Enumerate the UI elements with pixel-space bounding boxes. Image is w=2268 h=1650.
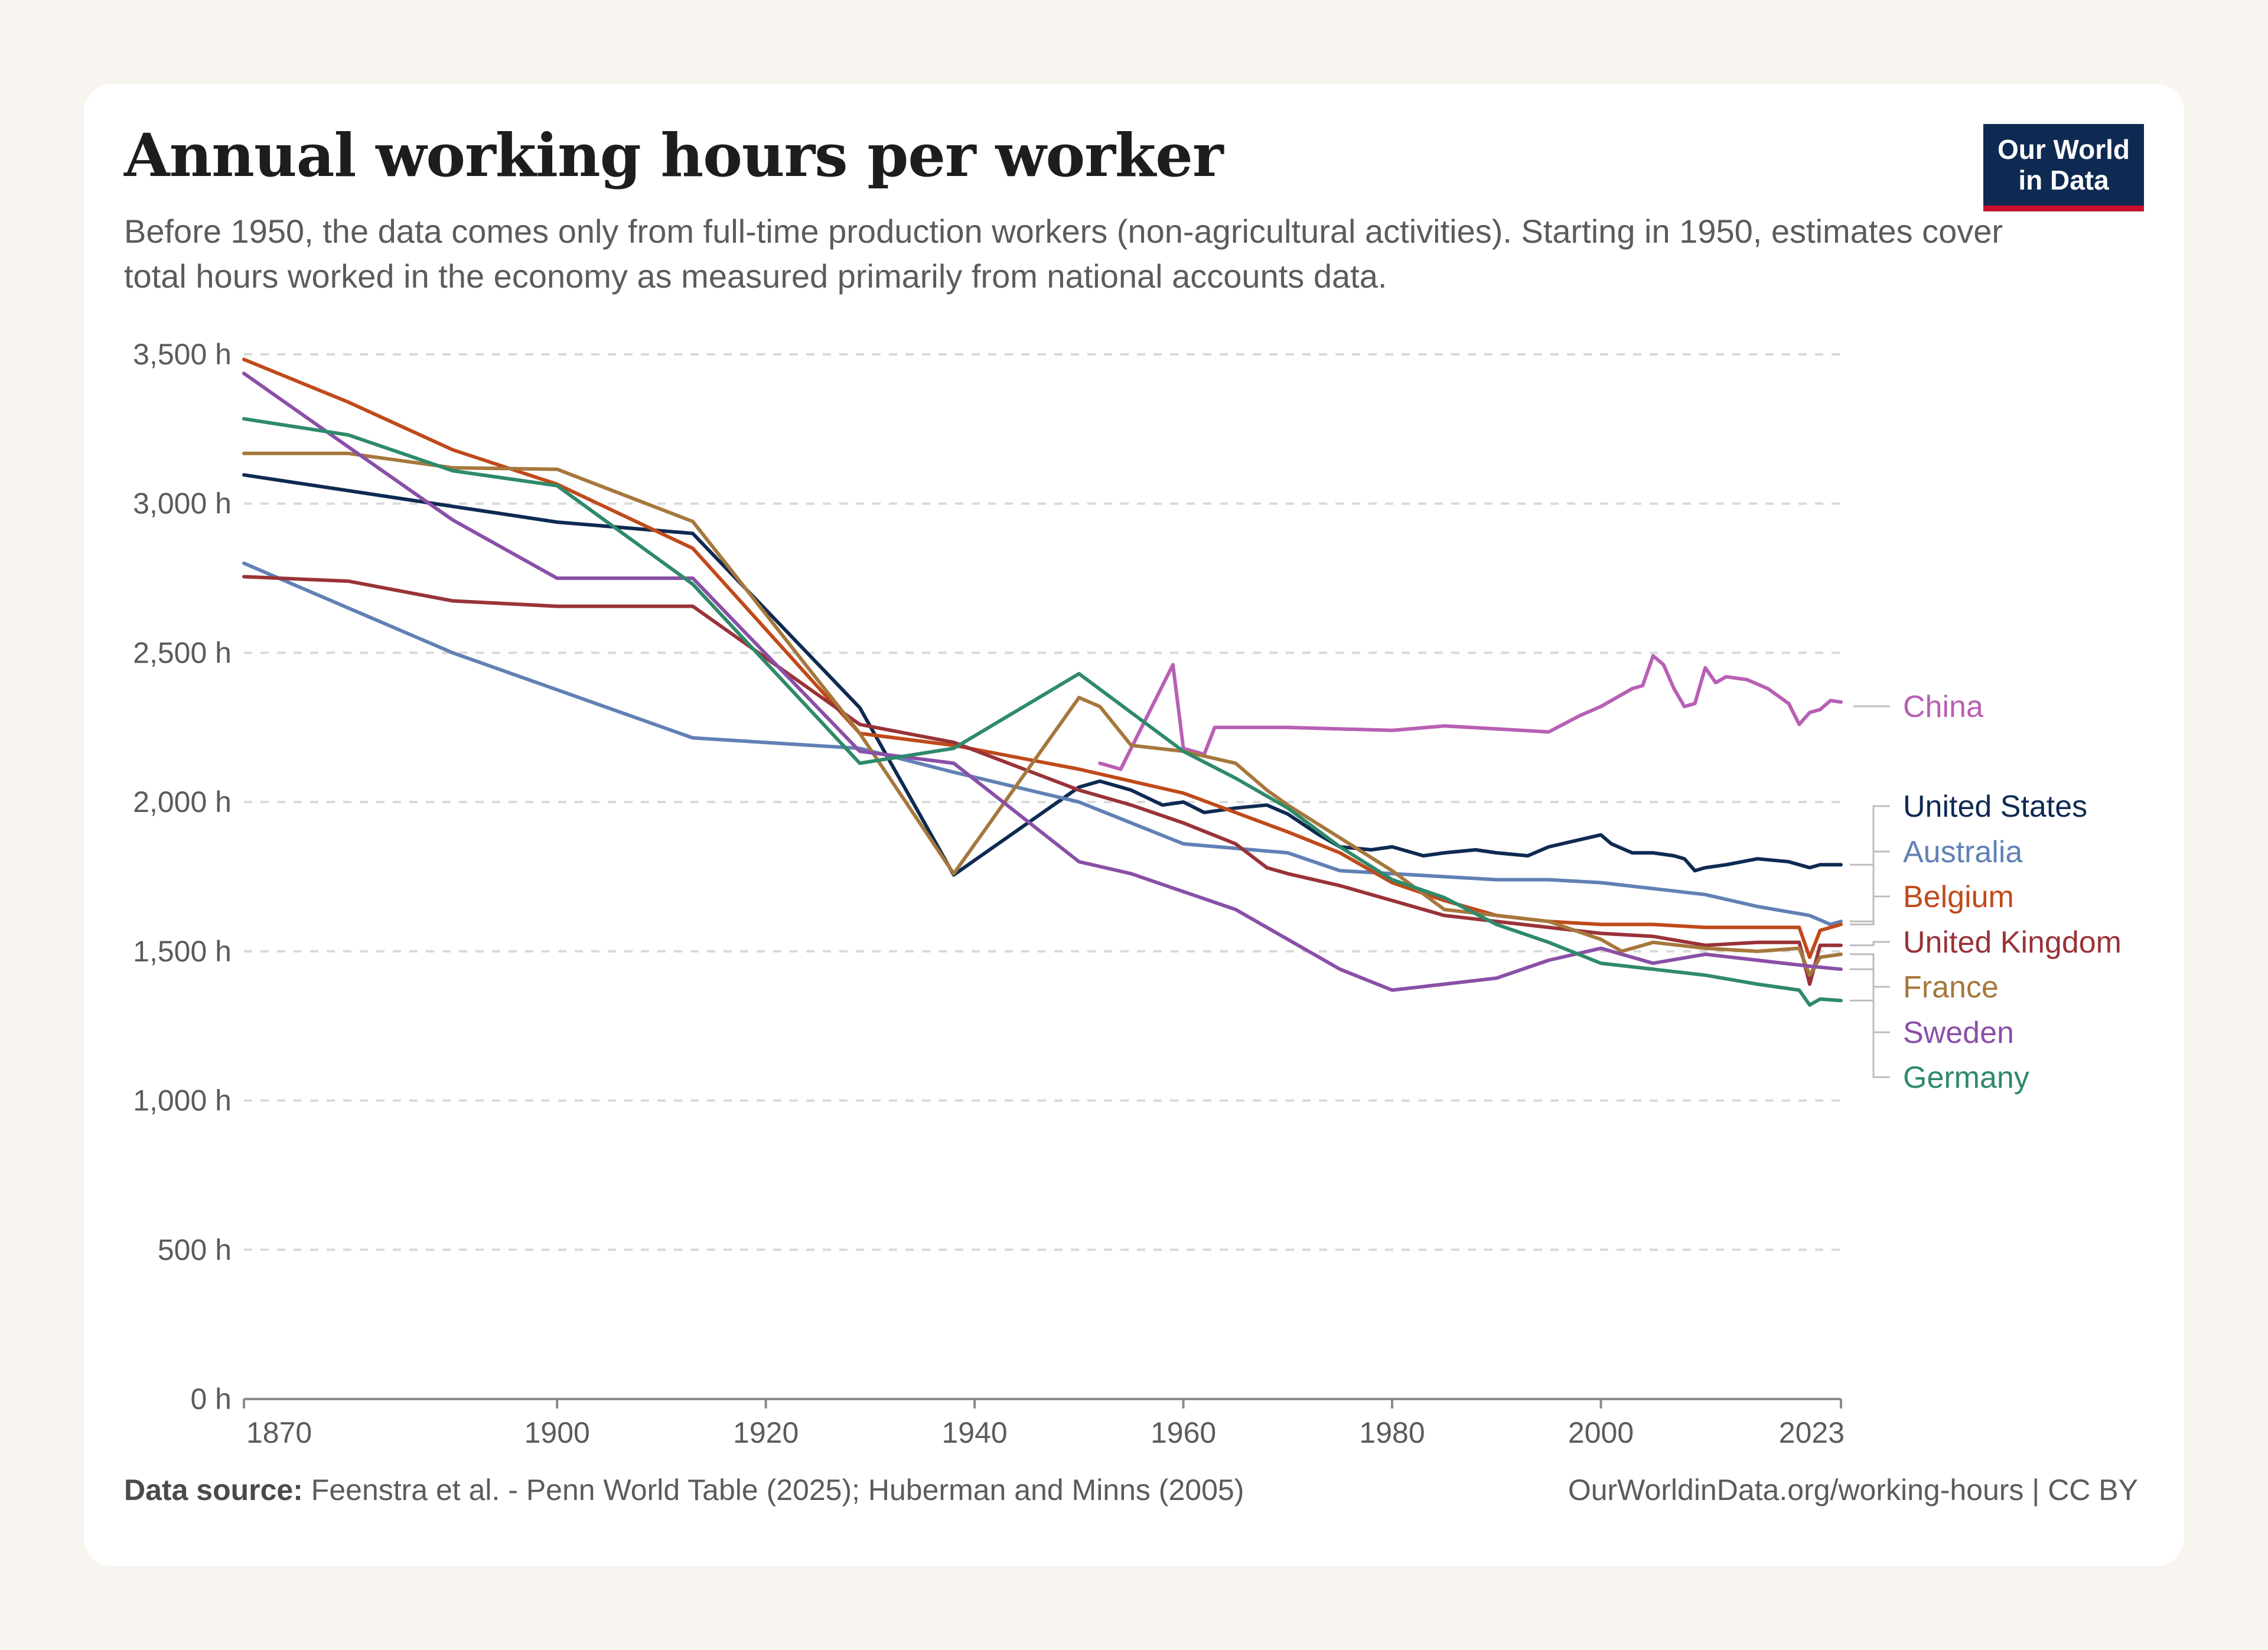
y-tick-label: 2,000 h xyxy=(133,785,232,819)
logo-line-1: Our World xyxy=(1997,134,2130,165)
chart-card: Annual working hours per worker Before 1… xyxy=(84,84,2184,1566)
data-source-text: Feenstra et al. - Penn World Table (2025… xyxy=(311,1473,1244,1506)
series-label-belgium[interactable]: Belgium xyxy=(1903,880,2014,914)
label-connector-australia xyxy=(1850,850,1890,922)
series-line-united-kingdom[interactable] xyxy=(242,575,1843,986)
series-label-united-kingdom[interactable]: United Kingdom xyxy=(1903,925,2122,960)
series-line-germany[interactable] xyxy=(242,417,1843,1007)
series-line-france[interactable] xyxy=(242,451,1843,977)
x-tick-label: 1920 xyxy=(733,1416,799,1449)
logo-line-2: in Data xyxy=(2018,165,2109,195)
data-source: Data source: Feenstra et al. - Penn Worl… xyxy=(124,1473,1244,1507)
chart-subtitle: Before 1950, the data comes only from fu… xyxy=(124,213,2003,295)
source-link[interactable]: OurWorldinData.org/working-hours | CC BY xyxy=(1568,1473,2138,1506)
series-label-germany[interactable]: Germany xyxy=(1903,1061,2029,1095)
x-tick-label: 1870 xyxy=(246,1416,312,1449)
series-line-sweden[interactable] xyxy=(242,371,1843,992)
x-tick-label: 2023 xyxy=(1779,1416,1845,1449)
series-label-united-states[interactable]: United States xyxy=(1903,790,2087,824)
series-line-china[interactable] xyxy=(1098,654,1843,771)
x-tick-label: 1980 xyxy=(1359,1416,1425,1449)
y-tick-label: 2,500 h xyxy=(133,636,232,669)
label-connector-france xyxy=(1850,953,1890,988)
label-connector-germany xyxy=(1850,999,1890,1078)
y-tick-label: 500 h xyxy=(158,1233,232,1266)
label-connector-united-states xyxy=(1850,805,1890,866)
chart-title: Annual working hours per worker xyxy=(124,120,1224,190)
y-tick-label: 1,000 h xyxy=(133,1084,232,1117)
label-connector-belgium xyxy=(1850,895,1890,925)
series-label-sweden[interactable]: Sweden xyxy=(1903,1016,2014,1050)
y-tick-label: 3,500 h xyxy=(133,338,232,371)
series-label-china[interactable]: China xyxy=(1903,690,1983,724)
y-tick-label: 0 h xyxy=(190,1382,232,1416)
series-line-united-states[interactable] xyxy=(242,473,1843,877)
label-connector-united-kingdom xyxy=(1850,941,1890,947)
y-tick-label: 1,500 h xyxy=(133,935,232,968)
series-line-belgium[interactable] xyxy=(242,357,1843,959)
series-line-australia[interactable] xyxy=(242,561,1843,927)
series-label-australia[interactable]: Australia xyxy=(1903,835,2022,869)
owid-logo[interactable]: Our World in Data xyxy=(1983,124,2144,211)
x-tick-label: 1900 xyxy=(524,1416,590,1449)
x-tick-label: 1940 xyxy=(942,1416,1008,1449)
series-label-france[interactable]: France xyxy=(1903,970,1999,1005)
y-tick-label: 3,000 h xyxy=(133,487,232,520)
x-tick-label: 2000 xyxy=(1568,1416,1634,1449)
data-source-label: Data source: xyxy=(124,1473,303,1506)
x-tick-label: 1960 xyxy=(1151,1416,1216,1449)
